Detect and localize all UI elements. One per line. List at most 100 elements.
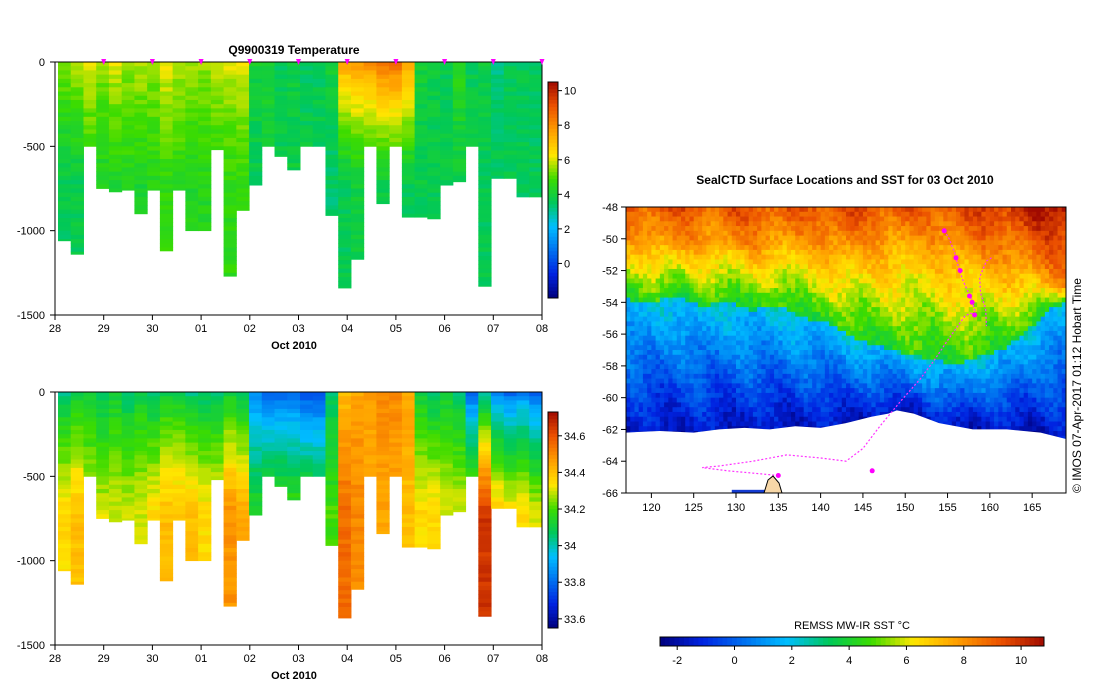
sst-cell bbox=[651, 411, 657, 418]
sst-cell bbox=[710, 259, 716, 265]
sst-cell bbox=[710, 288, 716, 294]
sst-cell bbox=[672, 378, 678, 384]
section-cell bbox=[58, 463, 72, 469]
sst-cell bbox=[774, 245, 779, 251]
sst-cell bbox=[744, 311, 750, 318]
section-cell bbox=[121, 446, 135, 452]
sst-cell bbox=[659, 240, 665, 246]
section-cell bbox=[338, 264, 352, 270]
section-cell bbox=[478, 239, 492, 244]
sst-cell bbox=[769, 240, 775, 246]
sst-cell bbox=[752, 354, 758, 360]
section-cell bbox=[312, 83, 326, 88]
sst-cell bbox=[664, 411, 669, 418]
sst-cell bbox=[816, 264, 822, 270]
section-cell bbox=[108, 74, 123, 80]
sst-cell bbox=[791, 254, 796, 260]
section-cell bbox=[491, 175, 505, 179]
sst-cell bbox=[681, 426, 686, 432]
section-cell bbox=[338, 95, 352, 101]
sst-cell bbox=[668, 421, 673, 427]
section-cell bbox=[223, 564, 237, 570]
sst-cell bbox=[710, 311, 716, 318]
section-cell bbox=[159, 467, 174, 473]
sst-cell bbox=[651, 383, 657, 389]
section-cell bbox=[312, 463, 326, 469]
section-cell bbox=[287, 112, 301, 118]
section-cell bbox=[108, 108, 123, 113]
section-cell bbox=[274, 87, 288, 92]
sst-cell bbox=[651, 307, 657, 313]
section-cell bbox=[198, 175, 212, 181]
sst-cell bbox=[693, 311, 699, 318]
sst-cell bbox=[812, 216, 817, 222]
sst-cell bbox=[659, 316, 665, 322]
sst-cell bbox=[812, 388, 817, 394]
sst-cell bbox=[659, 230, 665, 236]
section-cell bbox=[516, 434, 530, 439]
sst-cell bbox=[693, 273, 699, 279]
section-cell bbox=[325, 484, 339, 490]
section-cell bbox=[185, 497, 199, 503]
sst-cell bbox=[697, 411, 703, 418]
section-cell bbox=[338, 184, 352, 189]
section-cell bbox=[478, 213, 492, 219]
section-cell bbox=[223, 560, 237, 566]
sst-cell bbox=[685, 235, 690, 241]
sst-cell bbox=[630, 364, 635, 370]
sst-cell bbox=[702, 354, 707, 360]
section-cell bbox=[159, 175, 174, 181]
section-cell bbox=[338, 417, 352, 422]
section-cell bbox=[210, 83, 225, 88]
sst-cell bbox=[782, 369, 788, 375]
sst-cell bbox=[719, 335, 724, 341]
sst-cell bbox=[723, 416, 728, 422]
sst-cell bbox=[697, 392, 703, 399]
sst-cell bbox=[714, 364, 720, 370]
section-cell bbox=[478, 442, 492, 448]
sst-cell bbox=[681, 416, 686, 422]
section-cell bbox=[83, 137, 97, 143]
section-cell bbox=[414, 129, 428, 135]
section-cell bbox=[70, 146, 84, 151]
section-cell bbox=[414, 463, 428, 469]
section-cell bbox=[223, 222, 237, 227]
sst-cell bbox=[638, 378, 644, 384]
sst-cell bbox=[676, 259, 682, 265]
section-cell bbox=[70, 70, 84, 76]
sst-cell bbox=[786, 221, 792, 227]
section-cell bbox=[491, 404, 505, 410]
section-cell bbox=[529, 421, 543, 427]
section-cell bbox=[350, 247, 365, 253]
sst-cell bbox=[672, 307, 678, 313]
section-cell bbox=[338, 146, 352, 151]
sst-cell bbox=[681, 240, 686, 246]
colorbar-segment bbox=[548, 236, 558, 241]
section-cell bbox=[236, 484, 250, 490]
sst-cell bbox=[791, 216, 796, 222]
section-cell bbox=[427, 129, 441, 135]
sst-cell bbox=[807, 311, 813, 318]
section-cell bbox=[414, 108, 428, 113]
section-cell bbox=[452, 154, 467, 160]
section-cell bbox=[376, 518, 390, 524]
section-cell bbox=[287, 400, 301, 406]
section-cell bbox=[172, 184, 186, 189]
section-cell bbox=[414, 70, 428, 76]
section-cell bbox=[159, 429, 174, 435]
sst-cell bbox=[778, 216, 783, 222]
sst-cell bbox=[626, 402, 631, 408]
section-cell bbox=[249, 70, 263, 76]
sst-cell bbox=[651, 316, 657, 322]
sst-cell bbox=[710, 388, 716, 394]
section-cell bbox=[478, 247, 492, 253]
sst-cell bbox=[693, 354, 699, 360]
sst-cell bbox=[748, 254, 754, 260]
section-cell bbox=[350, 66, 365, 71]
section-cell bbox=[491, 121, 505, 126]
sst-cell bbox=[651, 359, 657, 365]
section-cell bbox=[249, 167, 263, 173]
section-cell bbox=[312, 438, 326, 443]
section-cell bbox=[516, 497, 530, 503]
sst-cell bbox=[740, 364, 745, 370]
